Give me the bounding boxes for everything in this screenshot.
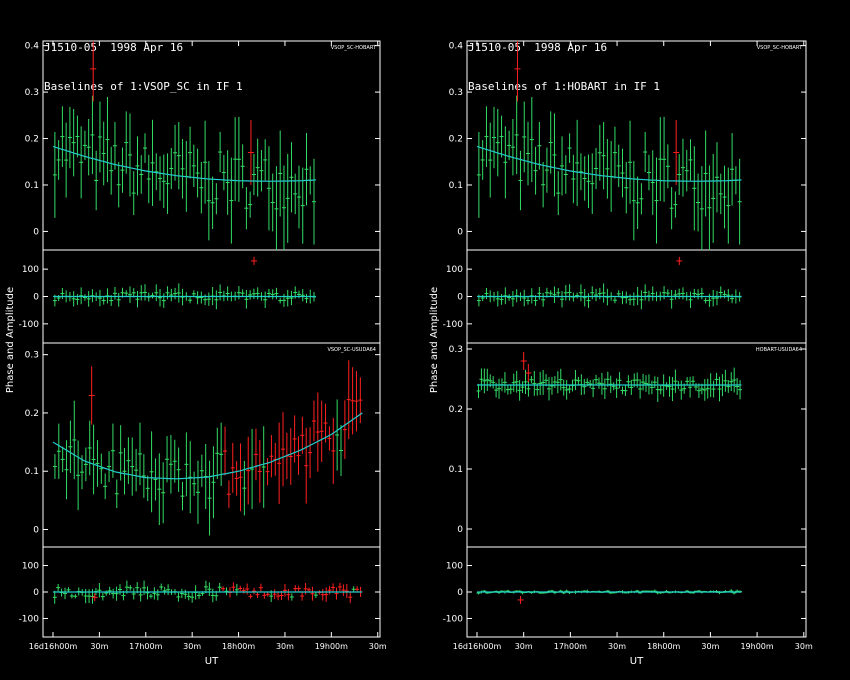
x-tick-label-left-4: 18h00m	[222, 642, 255, 651]
baseline-label-1: VSOP_SC-USUDA64	[327, 347, 376, 353]
phase-ytick-label-1-0: -100	[19, 614, 40, 624]
x-tick-label-left-1: 30m	[90, 642, 108, 651]
amp-ytick-label-1-3: 0.3	[25, 351, 39, 361]
amp-ytick-label-3-0: 0	[457, 525, 463, 535]
x-tick-label-right-4: 18h00m	[647, 642, 680, 651]
amp-model-curve-1	[52, 412, 363, 480]
x-tick-label-right-5: 30m	[701, 642, 719, 651]
x-tick-label-right-7: 30m	[795, 642, 813, 651]
panel-frame-3	[466, 342, 807, 638]
x-tick-label-left-2: 17h00m	[129, 642, 162, 651]
x-tick-label-left-7: 30m	[369, 642, 387, 651]
x-tick-label-right-6: 19h00m	[740, 642, 773, 651]
amp-ytick-label-0-1: 0.1	[25, 181, 39, 191]
amp-ytick-label-0-4: 0.4	[25, 42, 40, 52]
x-tick-label-right-2: 17h00m	[554, 642, 587, 651]
amp-ytick-label-2-4: 0.4	[449, 42, 464, 52]
phase-ytick-label-2-0: -100	[443, 320, 464, 330]
baseline-label-3: HOBART-USUDA64	[756, 347, 802, 353]
amp-model-curve-2	[476, 145, 742, 182]
phase-ytick-label-2-2: 100	[446, 265, 463, 275]
amp-ytick-label-0-2: 0.2	[25, 135, 39, 145]
amp-ytick-label-1-2: 0.2	[25, 409, 39, 419]
left-title-line2: Baselines of 1:VSOP_SC in IF 1	[44, 80, 243, 93]
amp-ytick-label-1-0: 0	[33, 526, 39, 536]
amp-ytick-label-2-0: 0	[457, 227, 463, 237]
phase-ytick-label-0-2: 100	[22, 265, 39, 275]
x-tick-label-left-5: 30m	[276, 642, 294, 651]
x-tick-label-right-1: 30m	[515, 642, 533, 651]
x-tick-label-right-3: 30m	[608, 642, 626, 651]
phase-ytick-label-3-0: -100	[443, 614, 464, 624]
y-axis-label-left: Phase and Amplitude	[5, 287, 16, 393]
panel-frame-1	[42, 342, 381, 638]
phase-ytick-label-0-0: -100	[19, 320, 40, 330]
x-tick-label-right-0: 16d16h00m	[453, 642, 502, 651]
phase-ytick-label-0-1: 0	[33, 293, 39, 303]
y-axis-label-right: Phase and Amplitude	[429, 287, 440, 393]
amp-ytick-label-2-3: 0.3	[449, 88, 463, 98]
amp-ytick-label-2-1: 0.1	[449, 181, 463, 191]
right-title-line2: Baselines of 1:HOBART in IF 1	[468, 80, 661, 93]
x-tick-label-left-3: 30m	[183, 642, 201, 651]
amp-ytick-label-0-0: 0	[33, 227, 39, 237]
amp-ytick-label-0-3: 0.3	[25, 88, 39, 98]
right-title-line1: J1510-05 1998 Apr 16	[468, 41, 608, 54]
phase-ytick-label-3-1: 0	[457, 588, 463, 598]
x-axis-label-right: UT	[630, 656, 644, 667]
amp-ytick-label-1-1: 0.1	[25, 467, 39, 477]
phase-ytick-label-3-2: 100	[446, 562, 463, 572]
phase-ytick-label-2-1: 0	[457, 293, 463, 303]
x-tick-label-left-0: 16d16h00m	[29, 642, 78, 651]
baseline-label-2: VSOP_SC-HOBART	[757, 45, 803, 51]
baseline-label-0: VSOP_SC-HOBART	[331, 45, 377, 51]
x-tick-label-left-6: 19h00m	[315, 642, 348, 651]
phase-ytick-label-1-2: 100	[22, 562, 39, 572]
amp-ytick-label-3-3: 0.3	[449, 345, 463, 355]
amp-ytick-label-3-2: 0.2	[449, 405, 463, 415]
amp-model-curve-0	[52, 145, 316, 182]
left-title-line1: J1510-05 1998 Apr 16	[44, 41, 184, 54]
amp-ytick-label-3-1: 0.1	[449, 465, 463, 475]
amp-ytick-label-2-2: 0.2	[449, 135, 463, 145]
x-axis-label-left: UT	[205, 656, 219, 667]
left-title: J1510-05 1998 Apr 16 Baselines of 1:VSOP…	[44, 15, 243, 106]
right-title: J1510-05 1998 Apr 16 Baselines of 1:HOBA…	[468, 15, 660, 106]
phase-ytick-label-1-1: 0	[33, 588, 39, 598]
